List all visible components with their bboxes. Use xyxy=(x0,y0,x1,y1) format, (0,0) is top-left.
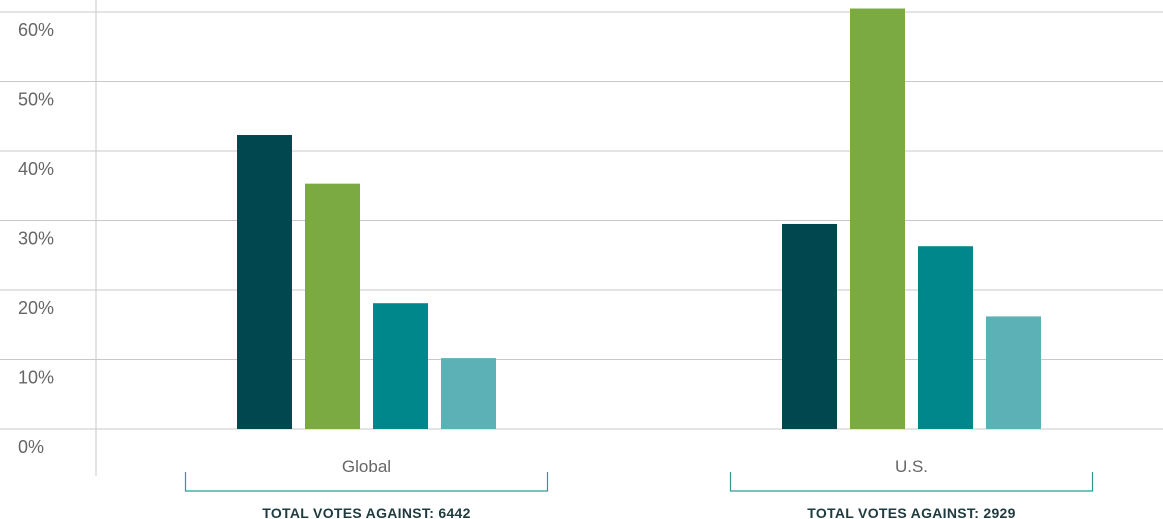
total-bracket xyxy=(729,472,1094,492)
y-axis: 0% 10% 20% 30% 40% 50% 60% xyxy=(18,0,97,476)
y-tick-label: 0% xyxy=(18,437,44,457)
y-tick-label: 10% xyxy=(18,368,54,388)
total-votes-label: TOTAL VOTES AGAINST: 6442 xyxy=(262,505,470,519)
total-votes-label: TOTAL VOTES AGAINST: 2929 xyxy=(807,505,1015,519)
bar xyxy=(782,223,837,429)
y-tick-label: 30% xyxy=(18,229,54,249)
bar xyxy=(441,358,496,429)
bars xyxy=(237,8,1041,430)
category-label: U.S. xyxy=(895,457,928,476)
category-label: Global xyxy=(342,457,391,476)
gridlines xyxy=(0,11,1163,430)
bar xyxy=(850,8,905,430)
y-tick-label: 60% xyxy=(18,20,54,40)
bar xyxy=(305,183,360,429)
bar xyxy=(986,316,1041,429)
bar xyxy=(373,303,428,429)
total-brackets: TOTAL VOTES AGAINST: 6442 TOTAL VOTES AGA… xyxy=(184,472,1094,519)
bar xyxy=(918,246,973,429)
category-labels: Global U.S. xyxy=(342,457,928,476)
y-tick-label: 20% xyxy=(18,298,54,318)
bar xyxy=(237,135,292,429)
y-tick-label: 40% xyxy=(18,159,54,179)
total-bracket xyxy=(184,472,549,492)
y-tick-label: 50% xyxy=(18,90,54,110)
